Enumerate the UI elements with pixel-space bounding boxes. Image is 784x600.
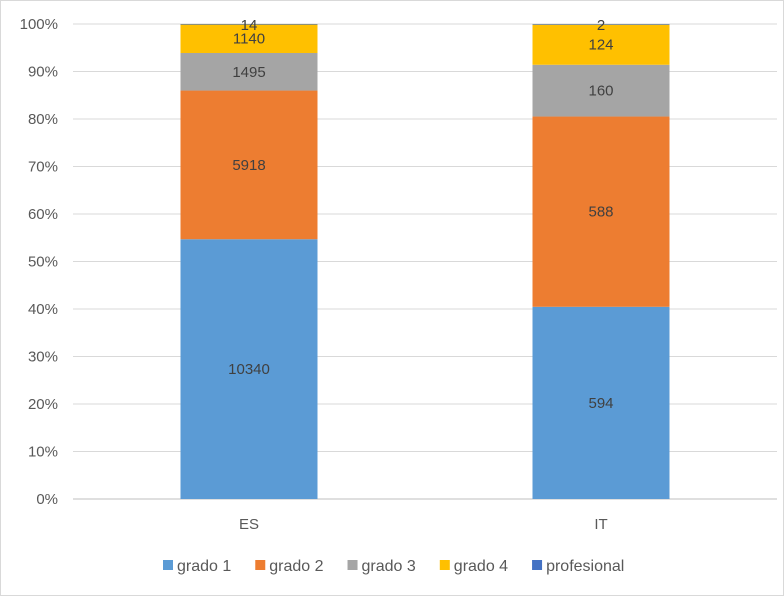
x-axis-ticks: ES IT: [239, 516, 608, 533]
bar-segment-it-grado-2: [532, 116, 670, 307]
bar-segment-it-grado-4: [532, 24, 670, 65]
legend-swatch: [532, 560, 543, 570]
data-label: 14: [241, 17, 258, 34]
bar-segment-es-grado-4: [180, 24, 318, 53]
legend-label: grado 3: [362, 558, 416, 575]
y-tick-label: 30%: [28, 349, 58, 366]
gridlines: [73, 23, 777, 500]
data-label: 124: [588, 37, 613, 54]
data-label: 160: [588, 83, 613, 100]
y-tick-label: 50%: [28, 254, 58, 271]
y-tick-label: 70%: [28, 159, 58, 176]
legend-swatch: [163, 560, 173, 570]
y-tick-label: 0%: [36, 491, 58, 508]
data-label: 1495: [232, 64, 265, 81]
y-tick-label: 90%: [28, 64, 58, 81]
data-label: 1140: [233, 31, 265, 48]
legend-swatch: [439, 560, 450, 570]
bar-segment-es-grado-1: [180, 239, 318, 499]
legend-label: grado 4: [454, 558, 508, 575]
bar-segment-es-grado-2: [180, 90, 318, 240]
y-tick-label: 40%: [28, 301, 58, 318]
bar-segment-es-profesional: [180, 24, 318, 25]
legend-label: grado 1: [177, 558, 231, 575]
y-tick-label: 20%: [28, 396, 58, 413]
bar-segment-it-grado-1: [532, 306, 670, 499]
y-tick-label: 80%: [28, 111, 58, 128]
legend-swatch: [255, 560, 266, 570]
legend-swatch: [347, 560, 358, 570]
bar-segment-it-profesional: [532, 24, 670, 25]
x-tick-label: ES: [239, 516, 259, 533]
data-label: 5918: [232, 157, 265, 174]
data-label: 594: [588, 395, 613, 412]
data-label: 2: [597, 17, 605, 34]
legend-label: grado 2: [269, 558, 323, 575]
x-tick-label: IT: [594, 516, 607, 533]
y-axis-ticks: 0% 10% 20% 30% 40% 50% 60% 70% 80% 90% 100%: [20, 16, 58, 508]
legend-label: profesional: [546, 558, 624, 575]
legend: grado 1 grado 2 grado 3 grado 4 profesional: [163, 558, 624, 575]
bar-segment-es-grado-3: [180, 52, 318, 91]
y-tick-label: 10%: [28, 444, 58, 461]
y-tick-label: 60%: [28, 206, 58, 223]
y-tick-label: 100%: [20, 16, 58, 33]
data-label: 10340: [228, 361, 270, 378]
bars: [180, 24, 670, 499]
data-label: 588: [588, 204, 613, 221]
bar-segment-it-grado-3: [532, 64, 670, 117]
